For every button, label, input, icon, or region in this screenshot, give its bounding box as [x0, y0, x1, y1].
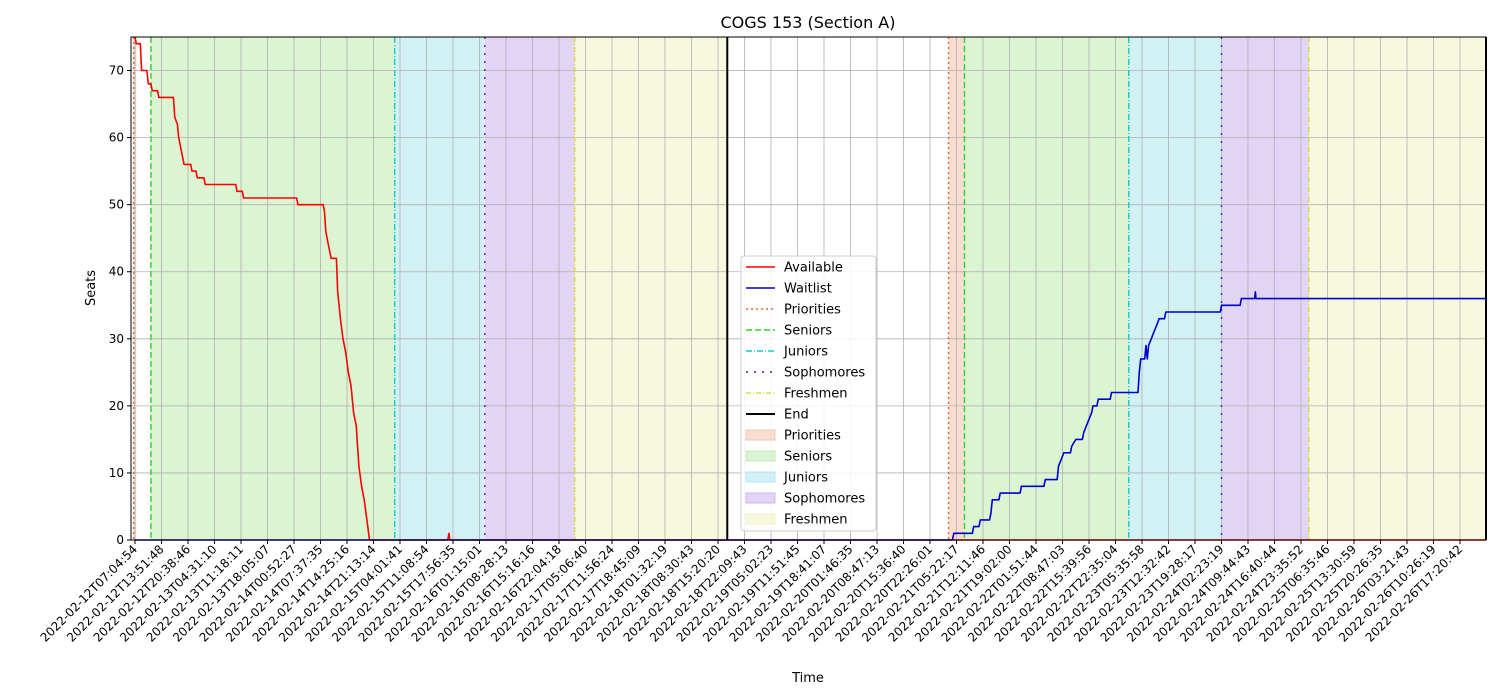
- phase-band: [1221, 37, 1309, 540]
- y-tick-label: 50: [109, 198, 124, 212]
- legend-label: Sophomores: [784, 492, 865, 507]
- legend-label: End: [784, 408, 809, 423]
- plot-area-frame: [130, 36, 1487, 541]
- phase-band: [574, 37, 728, 540]
- series-line-available: [134, 36, 1486, 541]
- legend-label: Juniors: [783, 471, 828, 486]
- legend-label: Freshmen: [784, 387, 848, 402]
- data-series: [134, 36, 1486, 541]
- legend-label: Waitlist: [784, 282, 832, 297]
- legend-label: Sophomores: [784, 366, 865, 381]
- legend-label: Juniors: [783, 345, 828, 360]
- y-tick-label: 30: [109, 332, 124, 346]
- y-tick-label: 70: [109, 64, 124, 78]
- y-tick-label: 40: [109, 265, 124, 279]
- legend-label: Freshmen: [784, 513, 848, 528]
- y-axis-title: Seats: [84, 270, 99, 306]
- phase-band: [1308, 37, 1486, 540]
- legend-label: Priorities: [784, 303, 841, 318]
- x-axis-ticks: 2022-02-12T07:04:542022-02-12T13:51:4820…: [38, 540, 1465, 645]
- legend-swatch-patch: [745, 492, 776, 504]
- legend-swatch-patch: [745, 429, 776, 441]
- legend-label: Seniors: [784, 324, 832, 339]
- y-tick-label: 0: [116, 533, 124, 547]
- legend-label: Priorities: [784, 429, 841, 444]
- y-tick-label: 60: [109, 131, 124, 145]
- phase-band: [964, 37, 1129, 540]
- legend-label: Available: [784, 261, 843, 276]
- y-tick-label: 20: [109, 399, 124, 413]
- y-tick-label: 10: [109, 466, 124, 480]
- legend-swatch-patch: [745, 450, 776, 462]
- legend-label: Seniors: [784, 450, 832, 465]
- legend-swatch-patch: [745, 513, 776, 525]
- chart-title: COGS 153 (Section A): [721, 13, 896, 32]
- legend-swatch-patch: [745, 471, 776, 483]
- y-axis-ticks: 0 10 20 30 40 50 60 70: [109, 64, 131, 547]
- phase-band: [394, 37, 485, 540]
- phase-band: [484, 37, 575, 540]
- x-axis-title: Time: [791, 671, 824, 686]
- series-line-waitlist: [135, 291, 1486, 541]
- legend-box: [740, 255, 877, 532]
- phase-band: [150, 37, 395, 540]
- legend: Available Waitlist Priorities Seniors Junior…: [740, 255, 877, 532]
- phase-band: [1128, 37, 1222, 540]
